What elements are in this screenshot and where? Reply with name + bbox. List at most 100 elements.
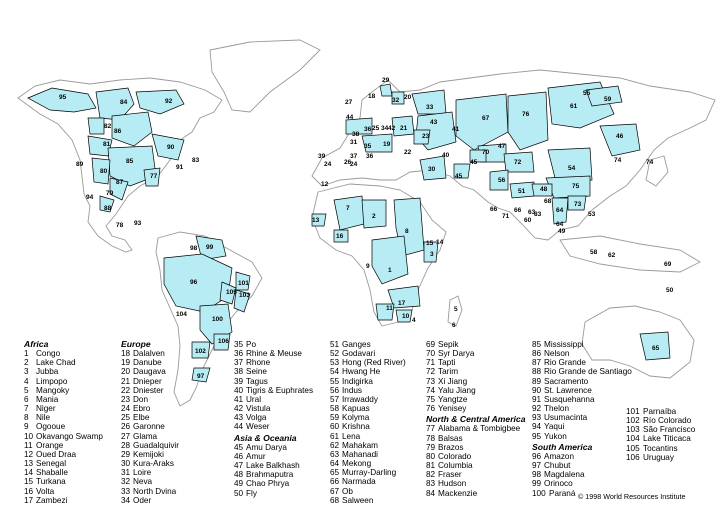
legend-header-south-america: South America [532,441,593,452]
legend-item: 83 Hudson [426,479,526,488]
legend-north-and-south-america: 85 Mississippi 86 Nelson 87 Rio Grande 88 Rio G… [532,340,632,498]
basin-label: 87 [116,179,124,186]
legend-header-asia: Asia & Oceania [234,432,297,443]
basin-label: 11 [386,305,393,312]
basin-label: 4 [412,317,416,324]
legend-item: 89 Sacramento [532,377,632,386]
legend-item-number: 55 [330,376,340,386]
basin-82 [87,117,105,135]
basin-label: 6 [452,322,456,329]
legend-item: 32 Neva [121,477,179,486]
legend-item-name: Chao Phrya [246,479,290,489]
legend-item: 34 Oder [121,496,179,505]
legend-item-name: Don [133,394,149,404]
legend-item-number: 28 [121,440,131,450]
legend-item: 11 Orange [24,441,103,450]
basin-2 [361,199,387,229]
basin-label: 16 [336,233,344,240]
legend-item: 71 Tapti [426,358,526,367]
legend-item-number: 4 [24,376,29,386]
legend-item: 70 Syr Darya [426,349,526,358]
basin-label: 49 [558,228,566,235]
legend-item-name: Dalalven [133,349,165,359]
legend-item-name: St. Lawrence [544,385,592,395]
basin-label: 62 [608,252,616,259]
legend-item-number: 86 [532,349,542,359]
legend-item-name: Shaballe [36,468,68,478]
legend-header-europe: Europe [121,339,151,349]
legend-item: 16 Volta [24,487,103,496]
legend-item-name: Susquehanna [544,394,595,404]
legend-item: 35 Po [234,340,313,349]
legend-item: 38 Seine [234,367,313,376]
legend-item-name: Brahmaputra [246,470,294,480]
legend-item-number: 6 [24,394,29,404]
basin-16 [333,229,349,243]
legend-item-number: 93 [532,413,542,423]
legend-item: 12 Oued Draa [24,450,103,459]
legend-item: 15 Turkana [24,477,103,486]
legend-item: 44 Weser [234,422,313,431]
legend-item-name: Ebro [133,404,151,414]
legend-item-number: 65 [330,468,340,478]
basin-103 [233,289,251,313]
basin-label: 33 [426,104,434,111]
basin-label: 9 [366,263,370,270]
basin-label: 85 [126,158,134,165]
basin-label: 12 [321,181,329,188]
legend-item-number: 89 [532,376,542,386]
legend-item-number: 15 [24,477,34,487]
legend-item: 25 Elbe [121,413,179,422]
legend-item: 7 Niger [24,404,103,413]
basin-label: 74 [646,159,654,166]
basin-label: 102 [195,348,206,355]
basin-label: 45 [455,173,463,180]
basin-label: 24 [350,161,358,168]
legend-item-number: 83 [426,479,436,489]
legend-item-name: Nelson [544,349,570,359]
legend-item-name: Ural [246,394,262,404]
basin-97 [191,367,211,383]
basin-32 [391,91,405,105]
basin-label: 97 [197,373,205,380]
basin-label: 36 [366,153,374,160]
legend-item: 1 Congo [24,349,103,358]
legend-item-number: 52 [330,349,340,359]
legend-item-number: 102 [626,416,640,426]
basin-95 [27,87,97,113]
legend-item: 13 Senegal [24,459,103,468]
basin-label: 67 [482,115,490,122]
legend-item-number: 19 [121,358,131,368]
basin-87 [109,177,129,201]
basin-17 [387,285,421,309]
basin-label: 35 [364,143,372,150]
legend-item-number: 98 [532,470,542,480]
basin-label: 20 [404,94,412,101]
basin-label: 44 [346,114,354,121]
legend-item: 37 Rhone [234,358,313,367]
legend-item-number: 105 [626,443,640,453]
basin-101 [235,271,251,291]
basin-label: 64 [556,207,564,214]
legend-item-number: 68 [330,495,340,505]
basin-labels: 95 84 92 82 86 81 90 85 80 87 77 83 91 8… [59,77,674,380]
basin-label: 51 [518,188,526,195]
basin-label: 53 [588,211,596,218]
legend-item-name: Río Colorado [643,416,692,426]
basin-label: 27 [345,99,353,106]
legend-item-name: Yukon [544,431,567,441]
legend-item-number: 100 [532,488,546,498]
basin-label: 36 [364,126,372,133]
legend-item-name: Rio Grande de Santiago [544,367,632,377]
legend-item-name: Kapuas [342,404,370,414]
basin-label: 5 [454,306,458,313]
legend-item-number: 30 [121,459,131,469]
basin-label: 72 [514,159,522,166]
legend-item-number: 11 [24,440,33,450]
legend-item-name: Po [246,340,257,349]
legend-item-name: Mackenzie [438,488,478,498]
legend-item-number: 34 [121,495,131,505]
basin-92 [135,89,185,115]
basin-label: 50 [666,287,674,294]
legend-item-name: Yaqui [544,422,565,432]
